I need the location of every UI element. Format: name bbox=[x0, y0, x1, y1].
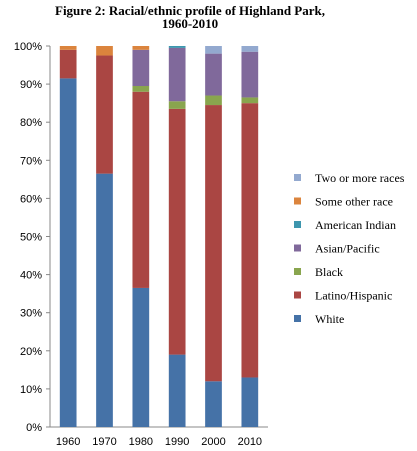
legend-swatch-american-indian bbox=[294, 221, 301, 228]
bar-segment-latino-hispanic bbox=[59, 49, 77, 79]
y-tick-label: 20% bbox=[20, 346, 42, 358]
bar-segment-white bbox=[241, 377, 259, 427]
bar-segment-black bbox=[205, 95, 222, 106]
legend-swatch-black bbox=[294, 268, 301, 275]
bar-segment-two-or-more-races bbox=[205, 46, 222, 54]
legend-label-black: Black bbox=[315, 265, 343, 279]
x-tick-label: 1970 bbox=[92, 436, 116, 448]
x-tick-label: 2000 bbox=[201, 436, 225, 448]
x-tick-label: 1990 bbox=[165, 436, 189, 448]
bar-segment-black bbox=[241, 97, 259, 104]
bar-segment-asian-pacific bbox=[205, 53, 222, 96]
legend-label-two-or-more-races: Two or more races bbox=[315, 171, 405, 185]
x-tick-label: 1980 bbox=[129, 436, 153, 448]
bar-segment-black bbox=[168, 101, 186, 109]
legend-swatch-asian-pacific bbox=[294, 244, 301, 252]
y-tick-label: 60% bbox=[20, 193, 42, 205]
bar-segment-white bbox=[59, 78, 77, 427]
bar-segment-white bbox=[168, 354, 186, 427]
y-tick-label: 0% bbox=[26, 422, 42, 434]
bar-segment-white bbox=[205, 381, 222, 427]
bar-segment-latino-hispanic bbox=[168, 108, 186, 355]
legend-label-asian-pacific: Asian/Pacific bbox=[315, 242, 380, 256]
y-tick-label: 10% bbox=[20, 384, 42, 396]
bar-segment-latino-hispanic bbox=[132, 91, 150, 288]
bar-segment-asian-pacific bbox=[132, 49, 150, 87]
chart-title-line-2: 1960-2010 bbox=[161, 16, 219, 31]
legend-swatch-two-or-more-races bbox=[294, 174, 301, 181]
bar-segment-asian-pacific bbox=[241, 51, 259, 98]
legend-label-latino-hispanic: Latino/Hispanic bbox=[315, 289, 392, 303]
bar-segment-some-other-race bbox=[132, 46, 150, 50]
legend-label-american-indian: American Indian bbox=[315, 218, 396, 232]
legend-swatch-some-other-race bbox=[294, 197, 301, 205]
x-tick-label: 2010 bbox=[238, 436, 262, 448]
bar-segment-latino-hispanic bbox=[96, 55, 113, 174]
legend-label-white: White bbox=[315, 312, 344, 326]
y-tick-label: 40% bbox=[20, 270, 42, 282]
bar-segment-asian-pacific bbox=[168, 47, 186, 102]
y-tick-label: 50% bbox=[20, 232, 42, 244]
y-tick-label: 70% bbox=[20, 155, 42, 167]
bar-segment-some-other-race bbox=[59, 46, 77, 50]
y-tick-label: 80% bbox=[20, 117, 42, 129]
legend-label-some-other-race: Some other race bbox=[315, 195, 393, 209]
bar-segment-white bbox=[132, 287, 150, 427]
chart-title: Figure 2: Racial/ethnic profile of Highl… bbox=[40, 4, 340, 30]
y-tick-label: 90% bbox=[20, 79, 42, 91]
x-tick-label: 1960 bbox=[56, 436, 80, 448]
legend-swatch-latino-hispanic bbox=[294, 291, 301, 299]
y-tick-label: 100% bbox=[14, 41, 42, 53]
chart-title-line-1: Figure 2: Racial/ethnic profile of Highl… bbox=[55, 3, 325, 18]
bar-segment-latino-hispanic bbox=[205, 105, 222, 382]
legend-swatch-white bbox=[294, 315, 301, 322]
bar-segment-some-other-race bbox=[96, 46, 113, 56]
bar-segment-two-or-more-races bbox=[241, 46, 259, 52]
bar-segment-american-indian bbox=[168, 46, 186, 48]
y-tick-label: 30% bbox=[20, 308, 42, 320]
bar-segment-latino-hispanic bbox=[241, 103, 259, 378]
bar-segment-white bbox=[96, 173, 113, 427]
bar-segment-black bbox=[132, 86, 150, 92]
